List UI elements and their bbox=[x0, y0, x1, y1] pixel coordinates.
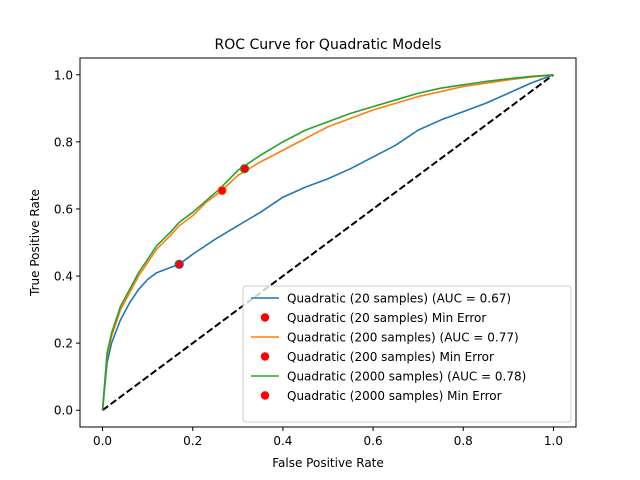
y-tick-label: 0.0 bbox=[54, 404, 73, 418]
min-error-point-5 bbox=[239, 164, 250, 174]
legend-entry-1: Quadratic (20 samples) Min Error bbox=[287, 311, 486, 325]
reference-diagonal-line bbox=[101, 73, 555, 412]
min-error-point-3 bbox=[217, 185, 227, 196]
y-tick-label: 0.6 bbox=[54, 202, 73, 216]
legend-swatch-5 bbox=[260, 391, 270, 400]
legend-entry-0: Quadratic (20 samples) (AUC = 0.67) bbox=[287, 292, 511, 306]
legend-box bbox=[242, 285, 572, 423]
legend-entry-3: Quadratic (200 samples) Min Error bbox=[287, 350, 494, 364]
legend-swatch-3 bbox=[260, 352, 270, 361]
chart-title: ROC Curve for Quadratic Models bbox=[215, 37, 442, 53]
legend-swatch-1 bbox=[260, 313, 270, 322]
legend-entry-5: Quadratic (2000 samples) Min Error bbox=[287, 389, 502, 403]
plot-frame bbox=[79, 57, 577, 428]
x-tick-label: 0.8 bbox=[454, 434, 473, 448]
y-tick-label: 1.0 bbox=[54, 68, 73, 82]
legend-entry-2: Quadratic (200 samples) (AUC = 0.77) bbox=[287, 331, 519, 345]
y-tick-label: 0.4 bbox=[54, 270, 73, 284]
x-tick-label: 0.0 bbox=[93, 434, 112, 448]
series-line-0 bbox=[101, 74, 554, 411]
y-tick-label: 0.2 bbox=[54, 337, 73, 351]
legend-entry-4: Quadratic (2000 samples) (AUC = 0.78) bbox=[287, 370, 526, 384]
legend: Quadratic (20 samples) (AUC = 0.67) Quadr… bbox=[242, 285, 572, 423]
x-tick-label: 0.6 bbox=[364, 434, 383, 448]
x-axis-label: False Positive Rate bbox=[272, 456, 384, 470]
series-line-4 bbox=[101, 73, 554, 411]
y-tick-label: 0.8 bbox=[54, 135, 73, 149]
x-tick-label: 0.4 bbox=[273, 434, 292, 448]
x-tick-label: 0.2 bbox=[183, 434, 202, 448]
x-tick-label: 1.0 bbox=[544, 434, 563, 448]
min-error-point-1 bbox=[174, 259, 184, 270]
y-axis-label: True Positive Rate bbox=[28, 189, 42, 297]
